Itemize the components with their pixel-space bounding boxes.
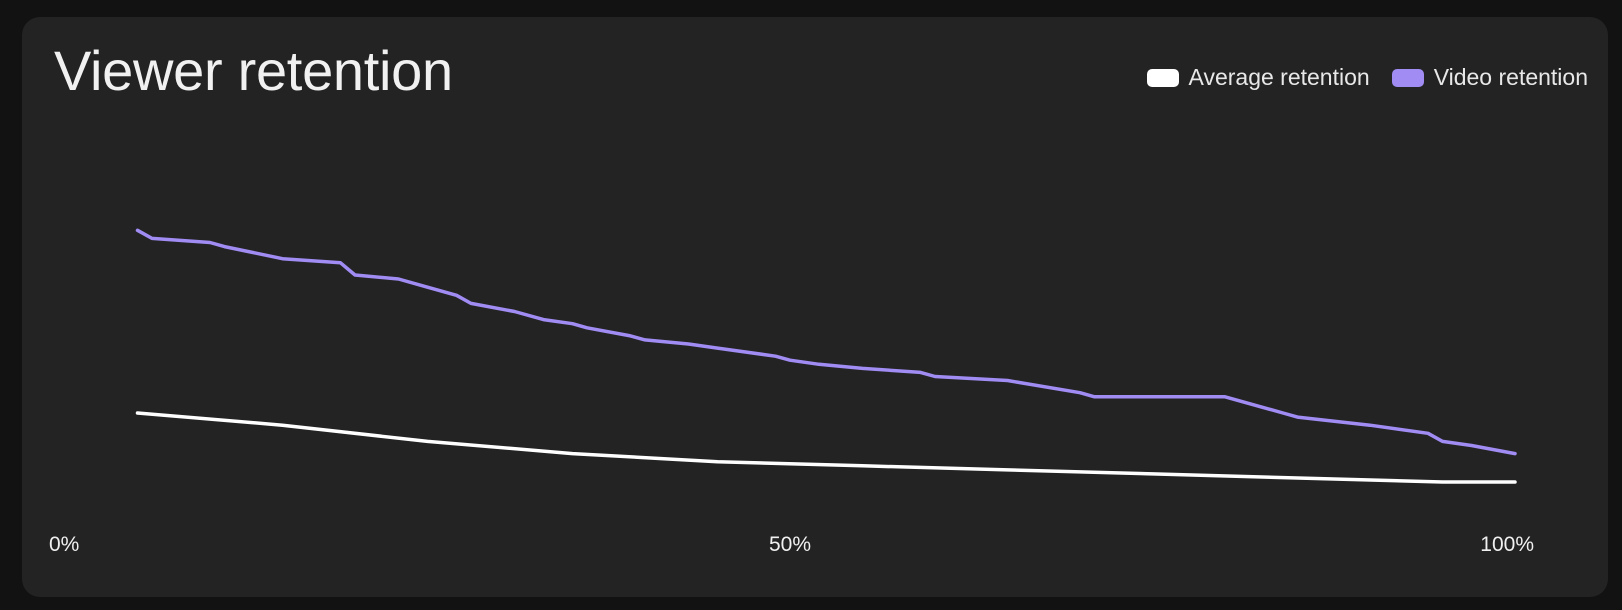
legend-swatch-average — [1146, 68, 1179, 87]
legend-item-video: Video retention — [1391, 64, 1588, 91]
chart-plot: 0% 50% 100% — [49, 228, 1534, 556]
legend-swatch-video — [1391, 68, 1424, 87]
chart-card: Viewer retention Average retention Video… — [22, 17, 1608, 597]
legend-item-average: Average retention — [1146, 64, 1370, 91]
chart-title: Viewer retention — [54, 39, 453, 102]
x-axis-ticks: 0% 50% 100% — [49, 533, 1534, 556]
x-tick-label: 100% — [1480, 533, 1534, 556]
series-line-average-retention — [135, 411, 1517, 484]
chart-legend: Average retention Video retention — [1146, 64, 1588, 91]
x-tick-label: 0% — [49, 533, 79, 556]
series-lines — [135, 228, 1517, 484]
legend-label-video: Video retention — [1433, 64, 1588, 90]
series-line-video-retention — [135, 228, 1517, 456]
x-tick-label: 50% — [769, 533, 811, 556]
legend-label-average: Average retention — [1188, 64, 1370, 90]
